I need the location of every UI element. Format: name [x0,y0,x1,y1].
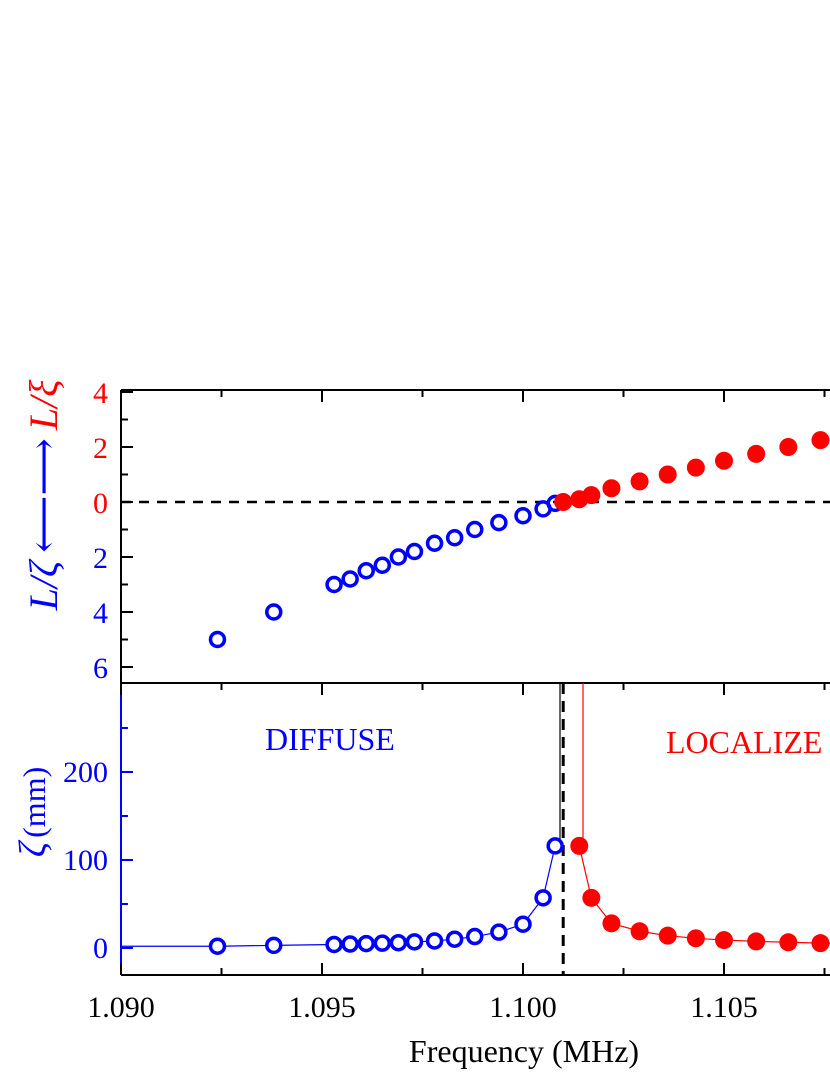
diffuse-point [373,934,392,952]
localized-point [582,486,601,505]
top-y-tick-label: 4 [93,597,108,630]
top-y-tick-label: 0 [93,487,108,520]
localized-point [779,438,798,456]
localized-point [630,922,649,941]
localized-point [715,931,733,950]
diffuse-point [405,933,424,951]
bottom-panel: 0 100 200 1.090 1.095 1.100 1.105 DIFFUSE LOCALI… [12,683,830,1069]
diffuse-point [357,562,375,580]
zeta-symbol: ζ [12,839,54,857]
diffuse-point [425,534,444,552]
localized-point [811,934,830,953]
localized-point [630,472,649,491]
diffuse-point [514,915,532,933]
localized-point [779,933,798,952]
diffuse-point [546,837,564,855]
diffuse-point [445,529,464,547]
diffuse-point [325,575,343,594]
top-y-tick-label: 2 [93,542,108,575]
localized-region-label: LOCALIZE [666,724,822,760]
top-y-axis-label: L/ζ ⟵⟶ L/ξ [21,379,66,612]
localized-point [747,444,766,463]
top-y-tick-label: 4 [93,377,108,410]
diffuse-point [208,630,227,649]
diffuse-series-line [121,845,556,947]
diffuse-point [373,556,392,574]
localized-point [686,929,705,948]
diffuse-point [208,937,227,955]
diffuse-point [325,935,343,954]
ylabel-diffuse-part: L/ζ [21,558,66,611]
diffuse-point [405,542,424,561]
diffuse-point [445,930,464,948]
x-axis-title: Frequency (MHz) [409,1033,639,1069]
localized-point [686,458,705,477]
diffuse-point [490,923,508,941]
x-tick-label: 1.090 [87,991,155,1024]
bottom-y-tick-label: 100 [63,844,108,877]
localized-point [658,926,677,945]
x-tick-label: 1.105 [690,991,758,1024]
diffuse-point [341,570,359,588]
diffuse-point [341,935,359,953]
localized-point [658,465,677,484]
bottom-y-tick-label: 0 [93,932,108,965]
bottom-y-axis-label: ζ(mm) [12,767,54,857]
diffuse-point [265,603,283,621]
diffuse-point [466,927,484,946]
ylabel-arrow: ⟵⟶ [21,438,66,553]
diffuse-point [265,936,283,955]
diffuse-point [490,513,508,532]
localized-point [570,836,589,855]
ylabel-localized-part: L/ξ [21,379,66,431]
diffuse-point [466,520,484,539]
localized-point [715,451,733,470]
unit-mm: (mm) [16,767,52,838]
localized-point [602,479,621,498]
diffuse-region-label: DIFFUSE [265,721,395,757]
localized-point [747,932,766,951]
localized-point [554,493,573,511]
diffuse-point [534,889,552,907]
x-tick-label: 1.100 [489,991,557,1024]
localized-point [811,431,830,450]
diffuse-point [425,932,444,950]
top-y-tick-label: 2 [93,432,108,465]
localized-point [582,888,601,907]
bottom-y-tick-label: 200 [63,756,108,789]
diffuse-point [389,933,408,952]
localized-point [602,914,621,933]
top-panel: 4 2 0 2 4 6 L/ζ ⟵⟶ L/ξ [21,377,830,685]
diffuse-point [389,548,408,566]
diffuse-point [357,934,375,953]
diffuse-point [514,507,532,525]
x-tick-label: 1.095 [288,991,356,1024]
top-y-tick-label: 6 [93,652,108,685]
